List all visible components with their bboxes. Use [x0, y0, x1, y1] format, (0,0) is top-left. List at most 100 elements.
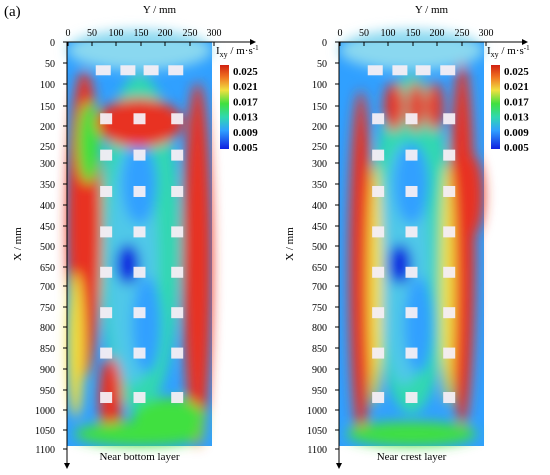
y-tick-label: 350 [40, 180, 55, 191]
obstacle [405, 307, 418, 319]
obstacle [443, 392, 456, 404]
obstacle [405, 149, 418, 161]
y-tick-label: 900 [40, 365, 55, 376]
x-tick-label: 0 [338, 28, 343, 39]
colorbar-tick-label: 0.025 [504, 66, 529, 78]
panel-caption: Near bottom layer [99, 451, 179, 463]
y-tick-label: 750 [40, 303, 55, 314]
obstacle [95, 65, 111, 76]
y-tick-label: 200 [40, 122, 55, 133]
colorbar [491, 65, 500, 149]
obstacle [440, 65, 456, 76]
obstacle [405, 392, 418, 404]
y-tick-label: 500 [40, 242, 55, 253]
obstacle [100, 149, 113, 161]
x-axis-arrow [250, 39, 256, 45]
x-tick-label: 0 [66, 28, 71, 39]
y-tick-label: 850 [40, 344, 55, 355]
obstacle [443, 149, 456, 161]
x-tick-label: 300 [479, 28, 494, 39]
y-tick-label: 1050 [35, 426, 55, 437]
obstacle [443, 347, 456, 359]
obstacle [392, 65, 408, 76]
y-tick-label: 50 [45, 59, 55, 70]
y-tick-label: 800 [40, 323, 55, 334]
obstacle [415, 65, 431, 76]
x-tick-label: 200 [430, 28, 445, 39]
obstacle [171, 149, 184, 161]
x-tick-label: 150 [406, 28, 421, 39]
x-tick-label: 100 [109, 28, 124, 39]
y-tick-label: 650 [40, 263, 55, 274]
x-tick-label: 200 [158, 28, 173, 39]
obstacle [143, 65, 159, 76]
obstacle [367, 65, 383, 76]
x-tick-label: 250 [455, 28, 470, 39]
y-tick-label: 800 [312, 323, 327, 334]
x-tick-label: 300 [207, 28, 222, 39]
y-axis-arrow [64, 463, 70, 469]
colorbar-tick-label: 0.017 [504, 96, 529, 108]
obstacle [133, 347, 146, 359]
obstacle-array [95, 65, 184, 404]
obstacle [443, 266, 456, 278]
y-tick-label: 100 [312, 80, 327, 91]
y-tick-label: 300 [312, 159, 327, 170]
colorbar-title: Ixy / m·s-1 [216, 44, 259, 59]
y-tick-label: 1050 [307, 426, 327, 437]
colorbar-tick-label: 0.013 [504, 112, 529, 124]
colorbar-tick-label: 0.021 [233, 81, 258, 93]
obstacle [133, 392, 146, 404]
x-tick-label: 250 [183, 28, 198, 39]
y-tick-label: 1000 [307, 406, 327, 417]
obstacle [100, 347, 113, 359]
obstacle [171, 226, 184, 238]
obstacle [100, 226, 113, 238]
x-tick-label: 150 [134, 28, 149, 39]
obstacle [372, 149, 385, 161]
y-tick-label: 400 [312, 201, 327, 212]
contour-panel-2: 0 50 100 150 200 250 300 Y / mm 0 50 100 150 200 250 3… [284, 4, 530, 469]
y-tick-label: 900 [312, 365, 327, 376]
y-axis-title: X / mm [12, 227, 24, 261]
obstacle [171, 185, 184, 197]
y-tick-label: 850 [312, 344, 327, 355]
obstacle [405, 266, 418, 278]
y-tick-label: 1100 [35, 445, 55, 456]
y-tick-label: 200 [312, 122, 327, 133]
obstacle [100, 307, 113, 319]
obstacle [405, 347, 418, 359]
x-tick-label: 50 [87, 28, 97, 39]
y-tick-label: 0 [322, 38, 327, 49]
y-axis-title: X / mm [284, 227, 296, 261]
y-tick-label: 450 [312, 222, 327, 233]
panel-caption: Near crest layer [377, 451, 447, 463]
y-tick-label: 400 [40, 201, 55, 212]
obstacle [168, 65, 184, 76]
obstacle [372, 226, 385, 238]
y-tick-label: 250 [312, 142, 327, 153]
colorbar [220, 65, 229, 149]
obstacle [171, 347, 184, 359]
colorbar-tick-label: 0.025 [233, 66, 258, 78]
colorbar-title: Ixy / m·s-1 [487, 44, 530, 59]
obstacle [443, 307, 456, 319]
obstacle [372, 392, 385, 404]
obstacle [171, 113, 184, 125]
obstacle [171, 392, 184, 404]
x-axis-title: Y / mm [415, 4, 449, 16]
colorbar-tick-label: 0.009 [233, 127, 258, 139]
y-tick-label: 500 [312, 242, 327, 253]
y-tick-label: 300 [40, 159, 55, 170]
x-axis-arrow [522, 39, 528, 45]
contour-blobs [339, 29, 484, 446]
obstacle [372, 307, 385, 319]
obstacle [133, 149, 146, 161]
contour-blobs [67, 29, 212, 446]
y-tick-label: 950 [312, 386, 327, 397]
colorbar-tick-label: 0.005 [233, 142, 258, 154]
obstacle [443, 226, 456, 238]
y-tick-label: 1100 [307, 445, 327, 456]
colorbar-tick-label: 0.017 [233, 96, 258, 108]
x-tick-label: 100 [381, 28, 396, 39]
